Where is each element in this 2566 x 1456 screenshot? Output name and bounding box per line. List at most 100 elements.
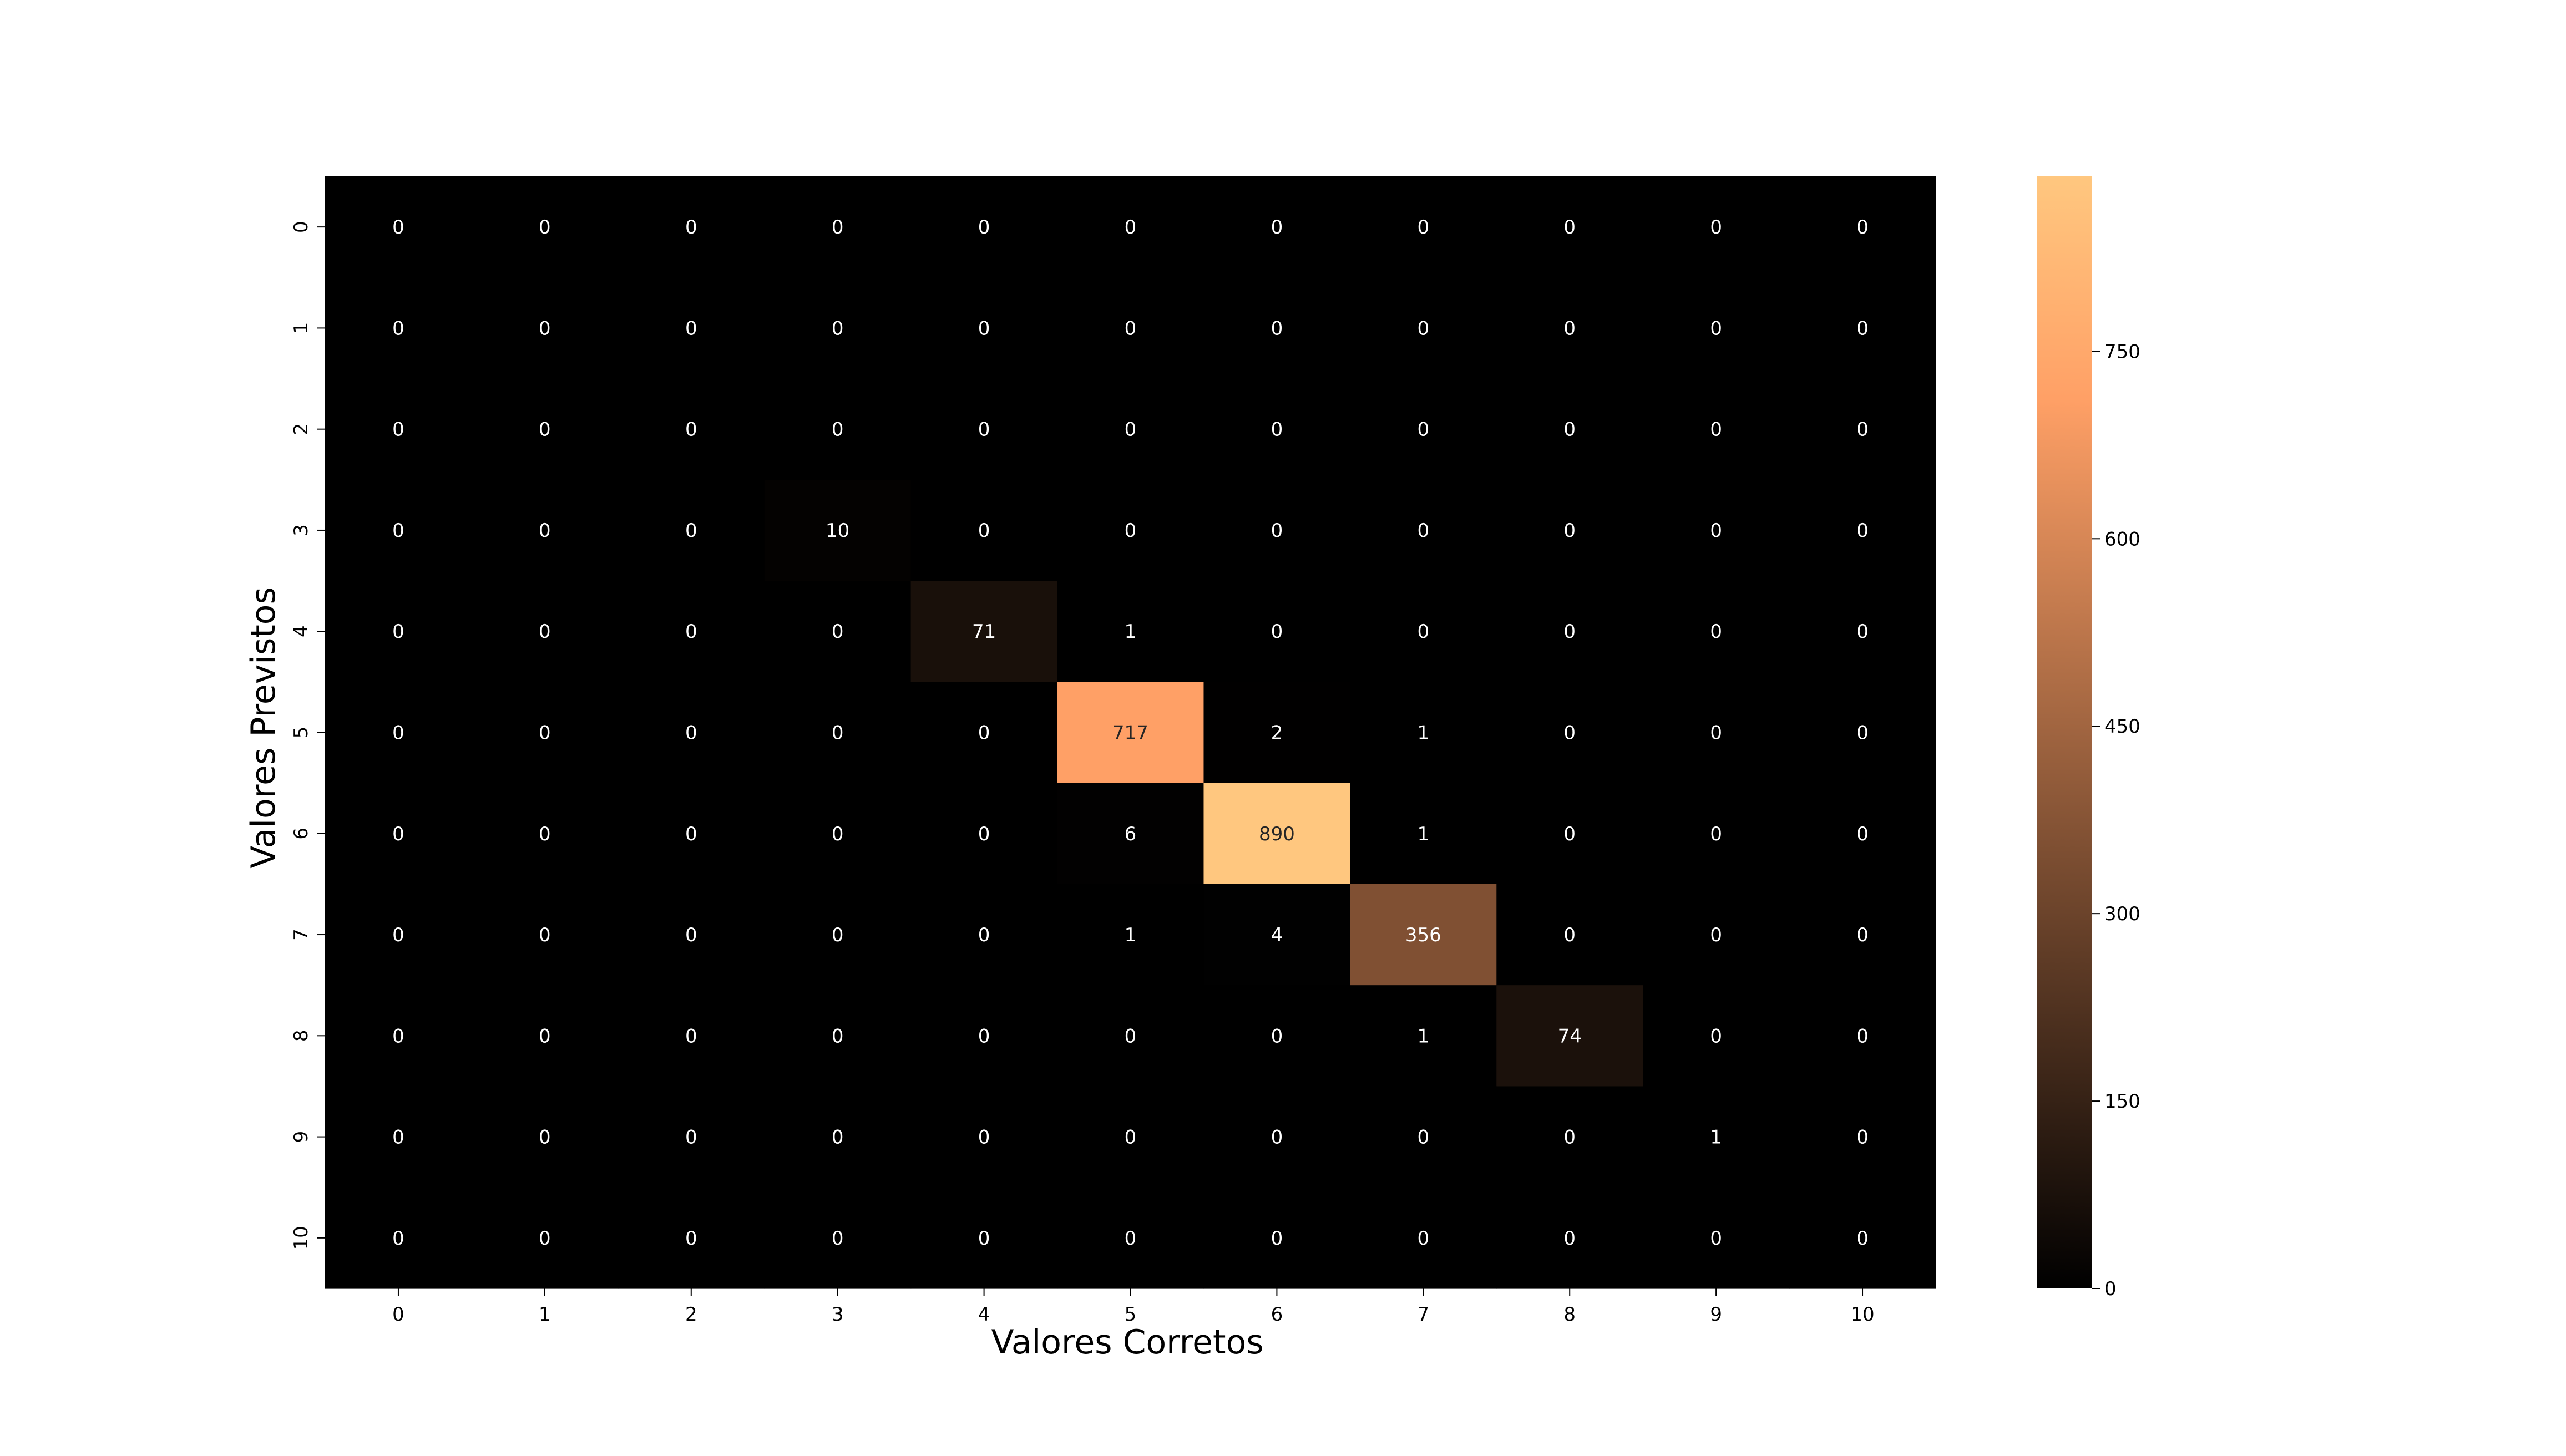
heatmap-cell <box>618 581 765 682</box>
heatmap-cell <box>471 884 619 986</box>
heatmap-cell <box>471 176 619 278</box>
cell-value-label: 4 <box>1271 924 1283 946</box>
heatmap-cell <box>1643 985 1790 1087</box>
heatmap-cell <box>1203 277 1350 379</box>
cell-value-label: 0 <box>1563 722 1576 744</box>
heatmap-cell <box>1203 581 1350 682</box>
heatmap-cell <box>910 985 1058 1087</box>
cell-value-label: 2 <box>1271 722 1283 744</box>
heatmap-cell <box>1350 1187 1497 1289</box>
cell-value-label: 0 <box>1417 216 1429 239</box>
heatmap-cell <box>764 884 912 986</box>
cell-value-label: 0 <box>539 520 551 542</box>
cell-value-label: 0 <box>1856 317 1869 339</box>
cell-value-label: 356 <box>1405 924 1441 946</box>
cell-value-label: 0 <box>1271 1127 1283 1149</box>
colorbar-tick-label: 450 <box>2104 716 2140 738</box>
heatmap-cell <box>1057 479 1204 581</box>
cell-value-label: 0 <box>1856 216 1869 239</box>
heatmap-cell <box>764 783 912 885</box>
heatmap-cell <box>325 783 472 885</box>
heatmap-cell <box>471 783 619 885</box>
heatmap-cell <box>910 581 1058 682</box>
x-tick-label: 8 <box>1563 1303 1576 1326</box>
cell-value-label: 6 <box>1125 823 1137 845</box>
cell-value-label: 10 <box>826 520 849 542</box>
cell-value-label: 0 <box>832 1127 844 1149</box>
cell-value-label: 0 <box>978 216 990 239</box>
heatmap-cell <box>1057 682 1204 784</box>
cell-value-label: 0 <box>1417 419 1429 441</box>
cell-value-label: 0 <box>1710 722 1722 744</box>
cell-value-label: 0 <box>978 1227 990 1250</box>
heatmap-cell <box>910 1187 1058 1289</box>
heatmap-cell <box>325 479 472 581</box>
heatmap-cell <box>910 1086 1058 1188</box>
cell-value-label: 0 <box>1856 1025 1869 1047</box>
heatmap-cell <box>325 1086 472 1188</box>
heatmap-cell <box>910 277 1058 379</box>
cell-value-label: 0 <box>392 924 404 946</box>
heatmap-cell <box>1789 1187 1936 1289</box>
heatmap-cell <box>1496 378 1643 480</box>
heatmap-cell <box>764 985 912 1087</box>
x-tick-label: 10 <box>1850 1303 1874 1326</box>
cell-value-label: 0 <box>1563 924 1576 946</box>
y-tick-label: 8 <box>290 1029 312 1042</box>
cell-value-label: 0 <box>1271 1025 1283 1047</box>
heatmap-cell <box>1057 378 1204 480</box>
y-tick-label: 10 <box>290 1226 312 1250</box>
heatmap-cell <box>1496 479 1643 581</box>
cell-value-label: 0 <box>1563 1127 1576 1149</box>
heatmap-cell <box>1057 581 1204 682</box>
cell-value-label: 0 <box>832 1227 844 1250</box>
cell-value-label: 71 <box>972 621 996 643</box>
heatmap-cell <box>1057 985 1204 1087</box>
heatmap-cell <box>764 581 912 682</box>
heatmap-cell <box>764 176 912 278</box>
heatmap-cell <box>325 682 472 784</box>
heatmap-cell <box>325 1187 472 1289</box>
heatmap-cell <box>1789 277 1936 379</box>
cell-value-label: 0 <box>832 823 844 845</box>
heatmap-cell <box>1203 985 1350 1087</box>
cell-value-label: 0 <box>1856 621 1869 643</box>
cell-value-label: 1 <box>1417 722 1429 744</box>
heatmap-cell <box>1203 176 1350 278</box>
heatmap-cell <box>1057 1086 1204 1188</box>
heatmap-cell <box>910 783 1058 885</box>
cell-value-label: 0 <box>1856 520 1869 542</box>
cell-value-label: 0 <box>539 419 551 441</box>
heatmap-cell <box>1350 176 1497 278</box>
cell-value-label: 0 <box>685 621 697 643</box>
heatmap-cell <box>910 682 1058 784</box>
cell-value-label: 0 <box>1125 1227 1137 1250</box>
heatmap-cell <box>1789 783 1936 885</box>
cell-value-label: 0 <box>539 216 551 239</box>
cell-value-label: 0 <box>392 317 404 339</box>
heatmap-cell <box>910 479 1058 581</box>
heatmap-cell <box>1496 985 1643 1087</box>
heatmap-cell <box>1350 479 1497 581</box>
cell-value-label: 0 <box>685 520 697 542</box>
heatmap-cell <box>1203 1187 1350 1289</box>
cell-value-label: 0 <box>832 1025 844 1047</box>
heatmap-cell <box>1057 783 1204 885</box>
heatmap-cell <box>1789 479 1936 581</box>
cell-value-label: 1 <box>1125 621 1137 643</box>
cell-value-label: 0 <box>1856 924 1869 946</box>
cell-value-label: 0 <box>1710 924 1722 946</box>
cell-value-label: 0 <box>1125 419 1137 441</box>
cell-value-label: 0 <box>978 823 990 845</box>
cell-value-label: 0 <box>1856 1227 1869 1250</box>
heatmap-cell <box>1496 783 1643 885</box>
cell-value-label: 0 <box>1271 317 1283 339</box>
cell-value-label: 1 <box>1710 1127 1722 1149</box>
heatmap-cell <box>910 884 1058 986</box>
heatmap-cell <box>1057 1187 1204 1289</box>
heatmap-cell <box>764 479 912 581</box>
colorbar-tick-label: 300 <box>2104 903 2140 925</box>
cell-value-label: 0 <box>392 1127 404 1149</box>
heatmap-cell <box>325 985 472 1087</box>
cell-value-label: 0 <box>832 722 844 744</box>
